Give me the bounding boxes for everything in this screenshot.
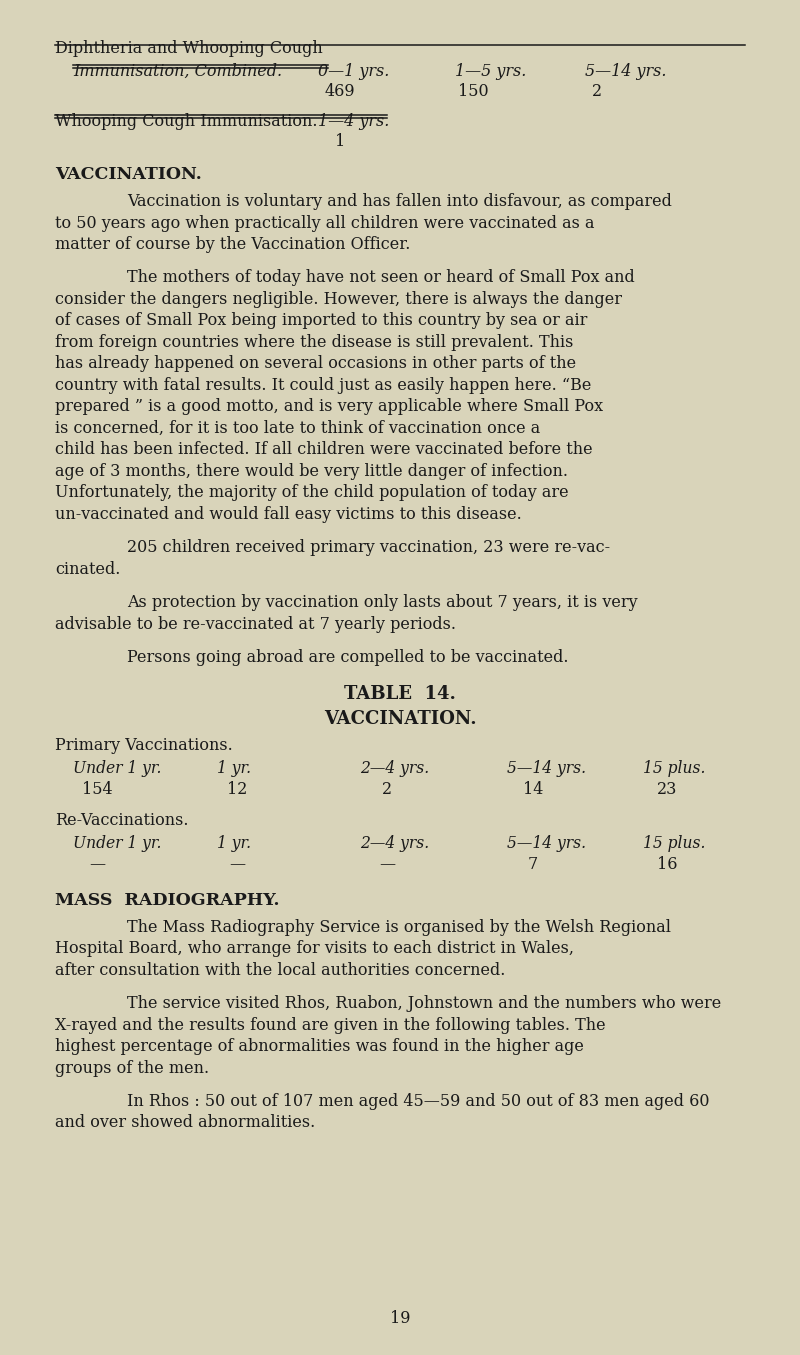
Text: 7: 7 bbox=[528, 856, 538, 874]
Text: Under 1 yr.: Under 1 yr. bbox=[73, 835, 162, 852]
Text: —: — bbox=[229, 856, 245, 874]
Text: highest percentage of abnormalities was found in the higher age: highest percentage of abnormalities was … bbox=[55, 1038, 584, 1056]
Text: 1—5 yrs.: 1—5 yrs. bbox=[455, 62, 526, 80]
Text: groups of the men.: groups of the men. bbox=[55, 1060, 209, 1076]
Text: 2: 2 bbox=[592, 83, 602, 100]
Text: advisable to be re-vaccinated at 7 yearly periods.: advisable to be re-vaccinated at 7 yearl… bbox=[55, 615, 456, 633]
Text: Immunisation, Combined.: Immunisation, Combined. bbox=[73, 62, 282, 80]
Text: age of 3 months, there would be very little danger of infection.: age of 3 months, there would be very lit… bbox=[55, 463, 568, 480]
Text: is concerned, for it is too late to think of vaccination once a: is concerned, for it is too late to thin… bbox=[55, 420, 540, 436]
Text: 15 plus.: 15 plus. bbox=[643, 835, 706, 852]
Text: matter of course by the Vaccination Officer.: matter of course by the Vaccination Offi… bbox=[55, 236, 410, 253]
Text: 5—14 yrs.: 5—14 yrs. bbox=[585, 62, 666, 80]
Text: 14: 14 bbox=[523, 780, 543, 798]
Text: VACCINATION.: VACCINATION. bbox=[55, 167, 202, 183]
Text: 5—14 yrs.: 5—14 yrs. bbox=[507, 835, 586, 852]
Text: of cases of Small Pox being imported to this country by sea or air: of cases of Small Pox being imported to … bbox=[55, 313, 587, 329]
Text: VACCINATION.: VACCINATION. bbox=[324, 710, 476, 728]
Text: 1—4 yrs.: 1—4 yrs. bbox=[318, 112, 390, 130]
Text: country with fatal results. It could just as easily happen here. “Be: country with fatal results. It could jus… bbox=[55, 377, 591, 394]
Text: Primary Vaccinations.: Primary Vaccinations. bbox=[55, 737, 233, 753]
Text: 19: 19 bbox=[390, 1310, 410, 1327]
Text: 1 yr.: 1 yr. bbox=[217, 760, 251, 776]
Text: The mothers of today have not seen or heard of Small Pox and: The mothers of today have not seen or he… bbox=[127, 270, 634, 286]
Text: un-vaccinated and would fall easy victims to this disease.: un-vaccinated and would fall easy victim… bbox=[55, 505, 522, 523]
Text: 5—14 yrs.: 5—14 yrs. bbox=[507, 760, 586, 776]
Text: prepared ” is a good motto, and is very applicable where Small Pox: prepared ” is a good motto, and is very … bbox=[55, 398, 603, 416]
Text: —: — bbox=[379, 856, 395, 874]
Text: 154: 154 bbox=[82, 780, 112, 798]
Text: and over showed abnormalities.: and over showed abnormalities. bbox=[55, 1114, 315, 1131]
Text: In Rhos : 50 out of 107 men aged 45—59 and 50 out of 83 men aged 60: In Rhos : 50 out of 107 men aged 45—59 a… bbox=[127, 1093, 710, 1110]
Text: 205 children received primary vaccination, 23 were re-vac-: 205 children received primary vaccinatio… bbox=[127, 539, 610, 557]
Text: The Mass Radiography Service is organised by the Welsh Regional: The Mass Radiography Service is organise… bbox=[127, 919, 671, 936]
Text: 469: 469 bbox=[325, 83, 355, 100]
Text: The service visited Rhos, Ruabon, Johnstown and the numbers who were: The service visited Rhos, Ruabon, Johnst… bbox=[127, 995, 722, 1012]
Text: As protection by vaccination only lasts about 7 years, it is very: As protection by vaccination only lasts … bbox=[127, 593, 638, 611]
Text: to 50 years ago when practically all children were vaccinated as a: to 50 years ago when practically all chi… bbox=[55, 214, 594, 232]
Text: 2—4 yrs.: 2—4 yrs. bbox=[360, 835, 429, 852]
Text: 2: 2 bbox=[382, 780, 392, 798]
Text: consider the dangers negligible. However, there is always the danger: consider the dangers negligible. However… bbox=[55, 291, 622, 308]
Text: cinated.: cinated. bbox=[55, 561, 120, 577]
Text: Hospital Board, who arrange for visits to each district in Wales,: Hospital Board, who arrange for visits t… bbox=[55, 940, 574, 957]
Text: has already happened on several occasions in other parts of the: has already happened on several occasion… bbox=[55, 355, 576, 373]
Text: 15 plus.: 15 plus. bbox=[643, 760, 706, 776]
Text: 2—4 yrs.: 2—4 yrs. bbox=[360, 760, 429, 776]
Text: Whooping Cough Immunisation.: Whooping Cough Immunisation. bbox=[55, 112, 318, 130]
Text: 150: 150 bbox=[458, 83, 488, 100]
Text: Diphtheria and Whooping Cough: Diphtheria and Whooping Cough bbox=[55, 41, 322, 57]
Text: Persons going abroad are compelled to be vaccinated.: Persons going abroad are compelled to be… bbox=[127, 649, 569, 665]
Text: Under 1 yr.: Under 1 yr. bbox=[73, 760, 162, 776]
Text: Vaccination is voluntary and has fallen into disfavour, as compared: Vaccination is voluntary and has fallen … bbox=[127, 192, 672, 210]
Text: MASS  RADIOGRAPHY.: MASS RADIOGRAPHY. bbox=[55, 892, 279, 909]
Text: TABLE  14.: TABLE 14. bbox=[344, 686, 456, 703]
Text: child has been infected. If all children were vaccinated before the: child has been infected. If all children… bbox=[55, 442, 593, 458]
Text: 23: 23 bbox=[657, 780, 677, 798]
Text: 1: 1 bbox=[335, 133, 345, 150]
Text: 12: 12 bbox=[227, 780, 247, 798]
Text: 0—1 yrs.: 0—1 yrs. bbox=[318, 62, 390, 80]
Text: Unfortunately, the majority of the child population of today are: Unfortunately, the majority of the child… bbox=[55, 484, 569, 501]
Text: X-rayed and the results found are given in the following tables. The: X-rayed and the results found are given … bbox=[55, 1016, 606, 1034]
Text: 16: 16 bbox=[657, 856, 678, 874]
Text: 1 yr.: 1 yr. bbox=[217, 835, 251, 852]
Text: Re-Vaccinations.: Re-Vaccinations. bbox=[55, 812, 189, 829]
Text: from foreign countries where the disease is still prevalent. This: from foreign countries where the disease… bbox=[55, 333, 574, 351]
Text: —: — bbox=[89, 856, 105, 874]
Text: after consultation with the local authorities concerned.: after consultation with the local author… bbox=[55, 962, 506, 978]
